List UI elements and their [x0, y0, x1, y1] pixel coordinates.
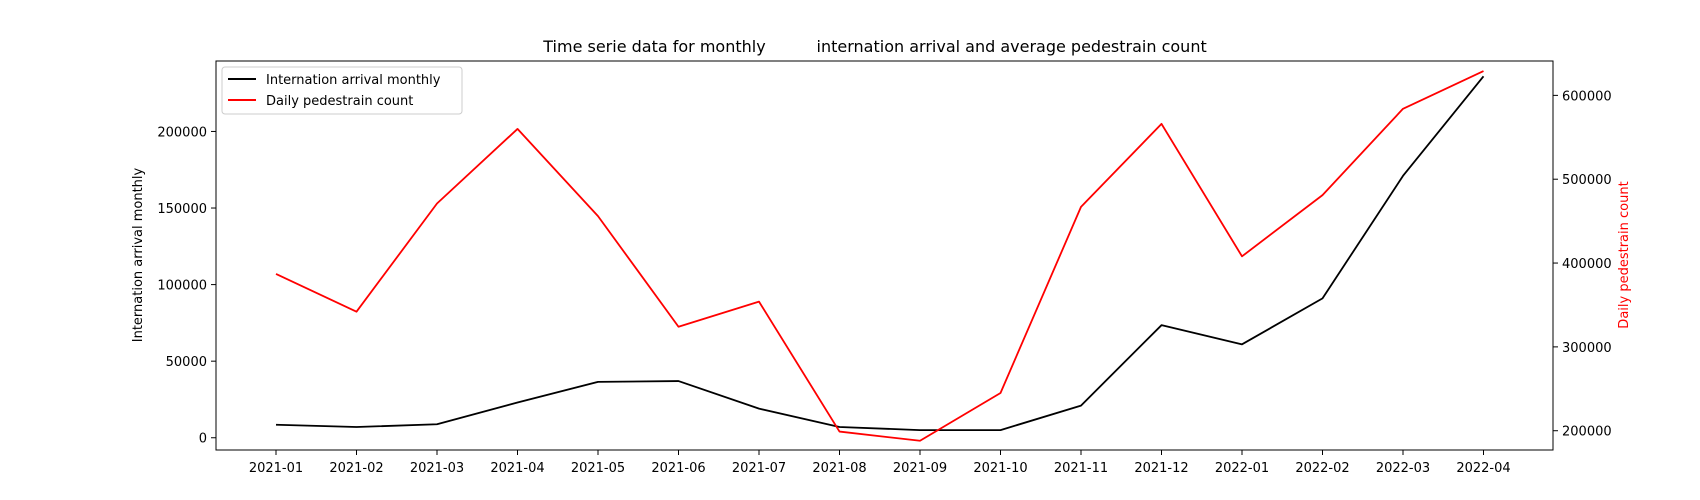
series-line-daily-pedestrain	[275, 70, 1484, 442]
x-tick-label: 2021-08	[812, 461, 866, 476]
legend-label-internation-arrival: Internation arrival monthly	[266, 73, 441, 88]
x-tick-label: 2021-05	[571, 461, 625, 476]
plot-area-frame	[215, 60, 1554, 451]
chart-title: Time serie data for monthly internation …	[542, 37, 1206, 56]
y-left-tick-label: 200000	[157, 125, 207, 140]
x-tick-label: 2021-09	[893, 461, 947, 476]
x-tick-label: 2021-04	[490, 461, 544, 476]
x-axis: 2021-01 2021-02 2021-03 2021-04 2021-05 2021-…	[249, 450, 1511, 476]
legend: Internation arrival monthly Daily pedest…	[221, 66, 463, 115]
x-tick-label: 2021-11	[1054, 461, 1108, 476]
x-tick-label: 2022-01	[1215, 461, 1269, 476]
legend-box	[221, 66, 463, 115]
x-tick-label: 2022-02	[1295, 461, 1349, 476]
y-right-tick-label: 400000	[1562, 257, 1612, 272]
series-layer	[275, 70, 1485, 442]
y-left-tick-label: 0	[199, 432, 207, 447]
y-axis-left: 0 50000 100000 150000 200000	[157, 125, 216, 447]
legend-label-daily-pedestrain: Daily pedestrain count	[266, 94, 413, 109]
y-left-tick-label: 50000	[166, 355, 207, 370]
y-axis-right: 200000 300000 400000 500000 600000	[1553, 89, 1612, 440]
x-tick-label: 2022-03	[1376, 461, 1430, 476]
x-tick-label: 2021-10	[973, 461, 1027, 476]
x-tick-label: 2021-03	[410, 461, 464, 476]
y-right-tick-label: 200000	[1562, 425, 1612, 440]
y-axis-right-title: Daily pedestrain count	[1617, 181, 1632, 328]
x-tick-label: 2021-02	[329, 461, 383, 476]
y-right-tick-label: 600000	[1562, 89, 1612, 104]
y-right-tick-label: 300000	[1562, 341, 1612, 356]
y-left-tick-label: 150000	[157, 202, 207, 217]
y-right-tick-label: 500000	[1562, 173, 1612, 188]
x-tick-label: 2021-06	[651, 461, 705, 476]
x-tick-label: 2021-12	[1134, 461, 1188, 476]
y-axis-left-title: Internation arrival monthly	[131, 167, 146, 342]
x-tick-label: 2021-01	[249, 461, 303, 476]
series-line-internation-arrival	[275, 75, 1485, 431]
x-tick-label: 2022-04	[1456, 461, 1510, 476]
y-left-tick-label: 100000	[157, 279, 207, 294]
x-tick-label: 2021-07	[732, 461, 786, 476]
